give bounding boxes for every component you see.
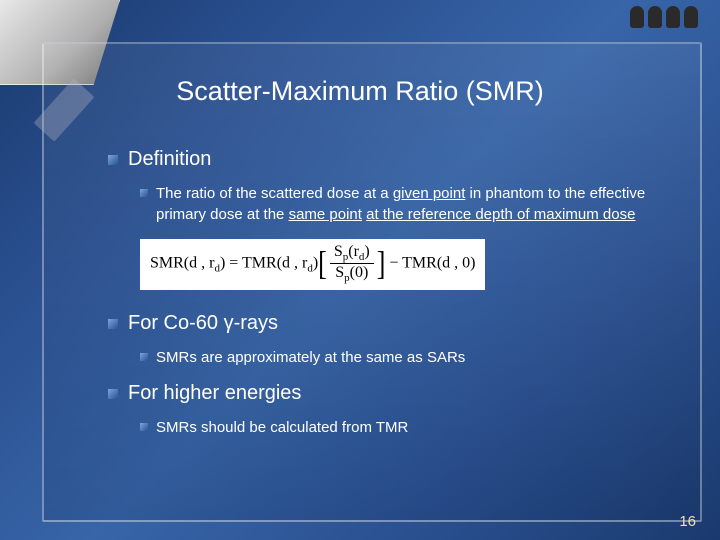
f-fraction: Sp(rd)Sp(0) bbox=[330, 243, 374, 284]
def-u3: at the reference depth of maximum dose bbox=[366, 206, 635, 223]
def-u2: same point bbox=[289, 206, 362, 223]
heading-co60: For Co-60 γ-rays bbox=[108, 312, 660, 335]
co60-text: SMRs are approximately at the same as SA… bbox=[140, 347, 660, 368]
f-t1a: TMR bbox=[242, 254, 277, 271]
f-den-a: S bbox=[335, 264, 344, 281]
f-num-c: ) bbox=[364, 243, 369, 260]
definition-text: The ratio of the scattered dose at a giv… bbox=[140, 183, 660, 225]
f-lhs1: SMR bbox=[150, 254, 184, 271]
heading-definition: Definition bbox=[108, 148, 660, 171]
f-minus: − bbox=[385, 254, 402, 271]
f-den-b: (0) bbox=[350, 264, 369, 281]
smr-formula: SMR(d , rd) = TMR(d , rd)[Sp(rd)Sp(0)] −… bbox=[140, 239, 485, 290]
f-num-a: S bbox=[334, 243, 343, 260]
slide-body: Definition The ratio of the scattered do… bbox=[108, 148, 660, 452]
def-pre: The ratio of the scattered dose at a bbox=[156, 185, 393, 202]
f-t2b: (d , 0) bbox=[437, 254, 476, 271]
f-t2: TMR bbox=[402, 254, 437, 271]
pushpins-decor bbox=[630, 6, 698, 28]
heading-higher: For higher energies bbox=[108, 382, 660, 405]
f-num-b: (r bbox=[348, 243, 359, 260]
higher-text: SMRs should be calculated from TMR bbox=[140, 417, 660, 438]
f-eq: = bbox=[225, 254, 242, 271]
page-number: 16 bbox=[679, 513, 696, 530]
slide-title: Scatter-Maximum Ratio (SMR) bbox=[0, 76, 720, 107]
f-rbracket: ] bbox=[377, 244, 386, 283]
f-lbracket: [ bbox=[318, 244, 327, 283]
def-u1: given point bbox=[393, 185, 466, 202]
f-lhs2: (d , r bbox=[184, 254, 215, 271]
f-t1b: (d , r bbox=[277, 254, 308, 271]
